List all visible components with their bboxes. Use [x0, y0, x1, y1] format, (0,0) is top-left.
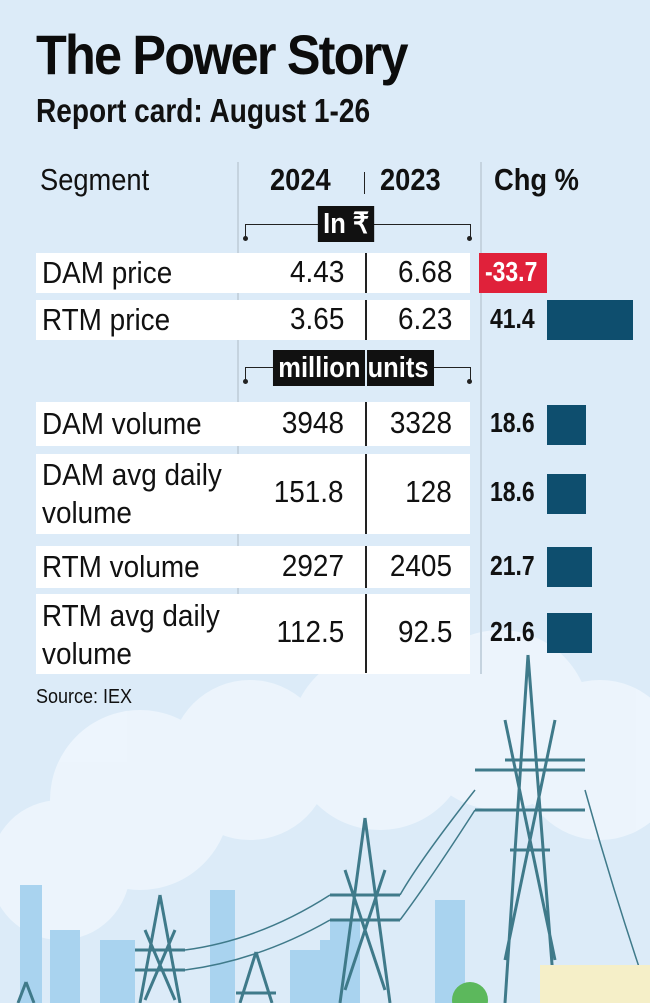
change-bar	[547, 613, 592, 653]
unit-label-price: In ₹	[317, 206, 375, 242]
unit-label-volume: million units	[272, 350, 434, 386]
change-value: 21.6	[490, 616, 535, 647]
row-label: RTM price	[42, 302, 171, 337]
value-2024: 151.8	[274, 474, 344, 509]
bracket-dot	[467, 236, 472, 241]
row-label: DAM volume	[42, 406, 202, 441]
table-row: RTM price 3.65 6.23	[36, 300, 470, 340]
value-2024: 112.5	[276, 614, 344, 649]
divider-gap	[365, 588, 367, 594]
value-2024: 2927	[281, 548, 344, 583]
header-segment: Segment	[40, 162, 150, 197]
table-row: DAM volume 3948 3328	[36, 402, 470, 446]
page-title: The Power Story	[36, 23, 408, 86]
change-bar	[547, 405, 586, 445]
bracket-dot	[243, 236, 248, 241]
value-2023: 6.68	[397, 254, 452, 289]
change-value: 41.4	[490, 303, 535, 334]
row-label: RTM volume	[42, 549, 200, 584]
table-row: RTM volume 2927 2405	[36, 546, 470, 588]
header-2024: 2024	[270, 162, 331, 197]
bracket-dot	[243, 379, 248, 384]
change-bar	[547, 300, 634, 340]
divider-gap	[365, 446, 367, 454]
table-row: RTM avg daily volume 112.5 92.5	[36, 594, 470, 674]
divider-gap	[365, 293, 367, 300]
page-subtitle: Report card: August 1-26	[36, 92, 371, 129]
header-2023: 2023	[380, 162, 441, 197]
change-value: 21.7	[490, 550, 535, 581]
bracket-dot	[467, 379, 472, 384]
value-2024: 4.43	[289, 254, 344, 289]
value-2023: 3328	[389, 405, 452, 440]
row-label: DAM avg daily volume	[42, 457, 222, 530]
value-2024: 3.65	[289, 301, 344, 336]
source-note: Source: IEX	[36, 686, 133, 708]
value-2023: 128	[405, 474, 452, 509]
change-bar	[547, 474, 586, 514]
table-row: DAM price 4.43 6.68	[36, 253, 470, 293]
column-divider	[480, 162, 482, 674]
value-2023: 92.5	[397, 614, 452, 649]
row-label: RTM avg daily volume	[42, 598, 220, 671]
change-bar	[547, 547, 593, 587]
divider-gap	[365, 340, 367, 402]
header-chg: Chg %	[494, 162, 579, 197]
value-2023: 2405	[389, 548, 452, 583]
value-2023: 6.23	[397, 301, 452, 336]
change-value: 18.6	[490, 407, 535, 438]
change-value: 18.6	[490, 476, 535, 507]
divider-gap	[365, 534, 367, 546]
tower-icons	[16, 654, 585, 1003]
header-divider	[364, 172, 365, 194]
negative-change-badge	[479, 253, 547, 293]
table-row: DAM avg daily volume 151.8 128	[36, 454, 470, 534]
change-value: -33.7	[485, 256, 538, 287]
value-2024: 3948	[281, 405, 344, 440]
row-label: DAM price	[42, 255, 173, 290]
